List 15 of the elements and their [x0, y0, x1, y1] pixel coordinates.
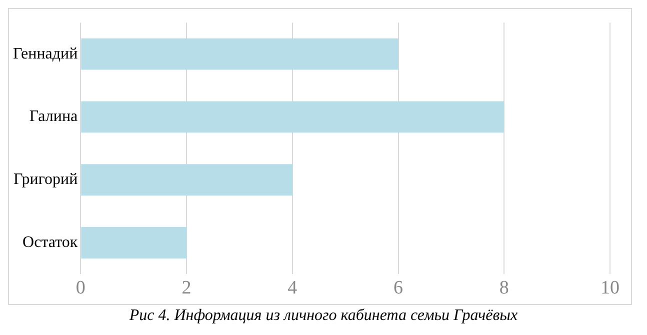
x-tick-label: 4: [288, 278, 298, 299]
y-tick-label: Григорий: [14, 171, 78, 188]
x-tick-label: 8: [499, 278, 509, 299]
x-tick-label: 10: [600, 278, 620, 299]
bar: [81, 227, 186, 258]
bar: [81, 101, 504, 133]
bar: [81, 164, 292, 196]
y-tick-label: Галина: [29, 108, 78, 126]
y-tick-label: Геннадий: [13, 45, 78, 62]
text: Рис 4. Информация из личного кабинета семьи Грачёвых: [128, 307, 519, 325]
y-tick-label: Остаток: [22, 234, 78, 251]
bar: [81, 38, 398, 70]
x-tick-label: 0: [76, 278, 86, 299]
x-tick-label: 2: [182, 278, 192, 299]
x-tick-label: 6: [394, 278, 403, 299]
